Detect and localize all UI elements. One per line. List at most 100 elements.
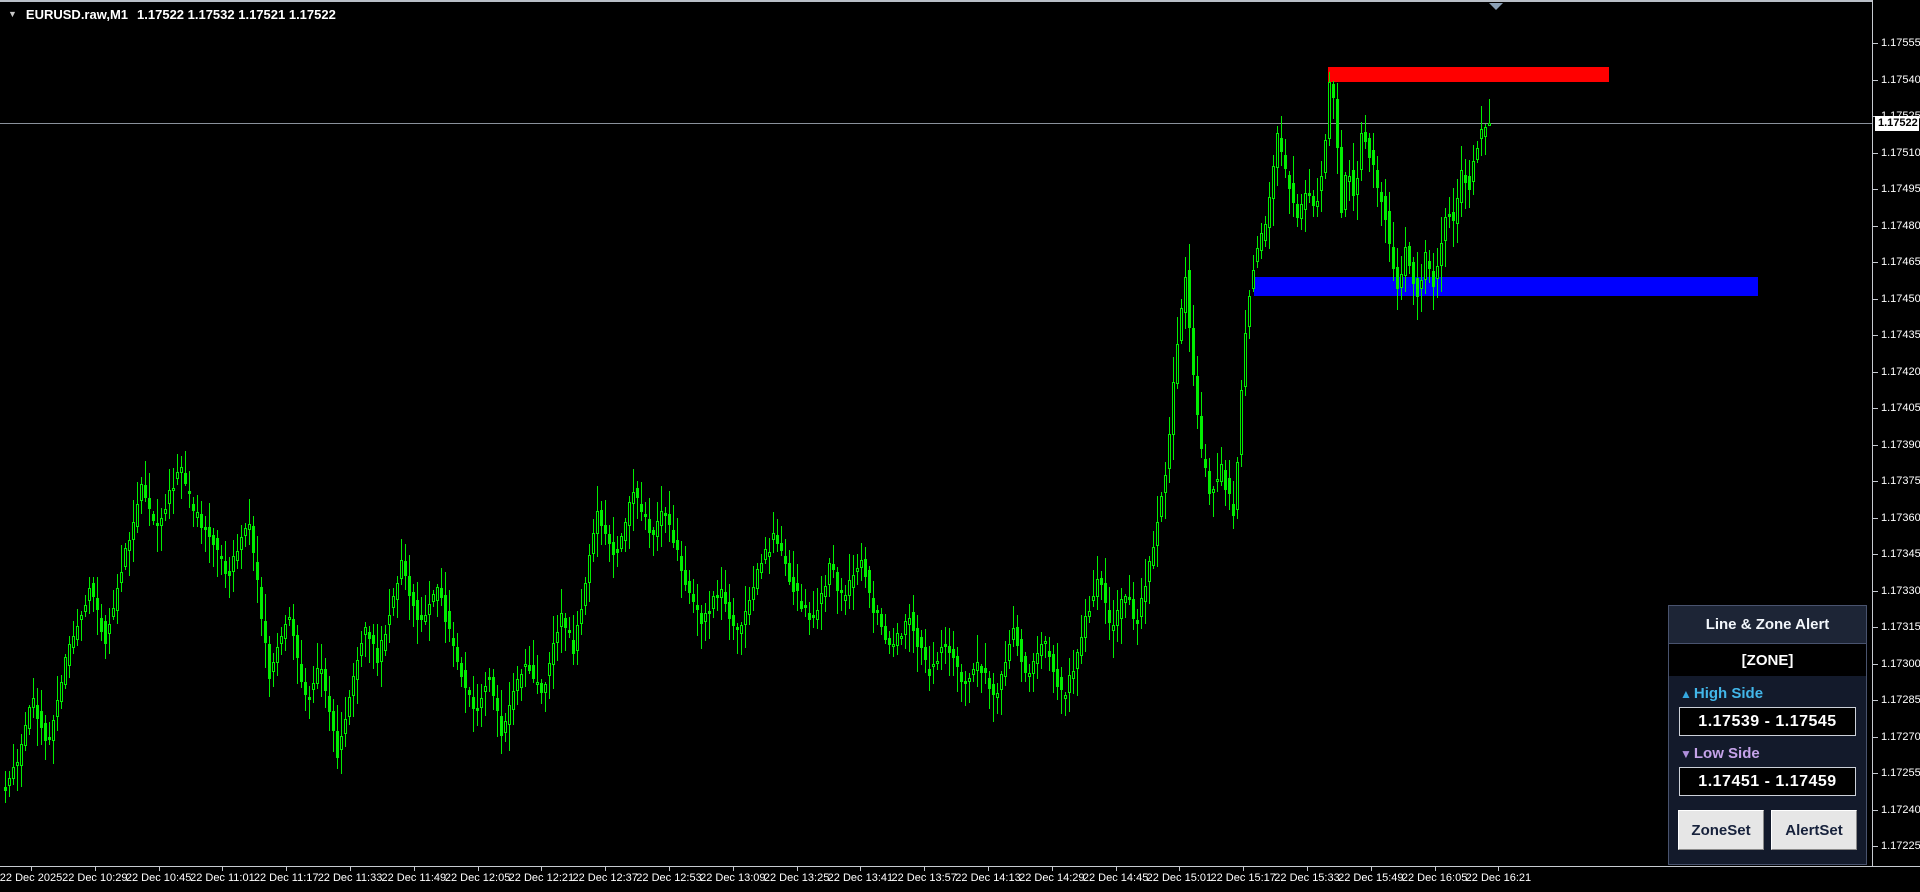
candle-wick	[1137, 608, 1138, 645]
candle-wick	[805, 589, 806, 617]
candle-body	[124, 548, 127, 568]
low-side-range-field[interactable]: 1.17451 - 1.17459	[1679, 767, 1856, 796]
candle-body	[628, 502, 631, 526]
candle-body	[1360, 133, 1363, 170]
candle-body	[392, 595, 395, 609]
symbol-dropdown-icon[interactable]: ▼	[8, 9, 17, 19]
candle-body	[1260, 233, 1263, 251]
price-axis-tick	[1873, 262, 1878, 263]
candle-body	[1444, 217, 1447, 242]
candle-wick	[1029, 663, 1030, 692]
candle-wick	[369, 626, 370, 663]
candle-body	[388, 614, 391, 625]
candle-body	[672, 530, 675, 544]
candle-body	[1412, 261, 1415, 285]
time-axis-label: 22 Dec 14:29	[1019, 872, 1085, 884]
candle-body	[1036, 653, 1039, 665]
candle-body	[940, 646, 943, 654]
candle-body	[1040, 643, 1043, 656]
candle-body	[720, 588, 723, 598]
candle-wick	[205, 515, 206, 553]
candle-body	[104, 621, 107, 645]
high-side-up-triangle-icon: ▲	[1680, 686, 1692, 701]
high-side-range-field[interactable]: 1.17539 - 1.17545	[1679, 707, 1856, 736]
candle-body	[1140, 597, 1143, 618]
candle-body	[956, 655, 959, 667]
alert-set-button[interactable]: AlertSet	[1771, 810, 1857, 850]
candle-body	[1148, 560, 1151, 582]
candle-wick	[677, 518, 678, 561]
candle-body	[1388, 210, 1391, 244]
candle-wick	[977, 635, 978, 687]
candle-wick	[833, 545, 834, 578]
candle-body	[148, 498, 151, 510]
candle-body	[992, 684, 995, 696]
candle-body	[224, 561, 227, 574]
time-axis-label: 22 Dec 14:45	[1082, 872, 1149, 884]
candle-body	[1112, 625, 1115, 632]
panel-mode-label: [ZONE]	[1669, 644, 1866, 676]
candle-body	[508, 704, 511, 725]
candle-wick	[197, 494, 198, 528]
candle-body	[800, 600, 803, 609]
candle-body	[1364, 132, 1367, 142]
candle-body	[52, 720, 55, 742]
price-axis-label: 1.17540	[1881, 73, 1920, 86]
low-zone-rect[interactable]	[1254, 276, 1758, 297]
time-axis-tick	[732, 867, 734, 871]
candle-body	[1016, 627, 1019, 646]
time-axis-label: 22 Dec 12:05	[444, 872, 511, 884]
candle-body	[488, 677, 491, 681]
candle-body	[404, 560, 407, 577]
candle-body	[12, 766, 15, 779]
candle-body	[324, 668, 327, 691]
panel-button-row: ZoneSet AlertSet	[1669, 810, 1866, 850]
candle-wick	[981, 663, 982, 693]
candle-body	[96, 597, 99, 611]
price-axis-label: 1.17465	[1881, 256, 1920, 268]
candle-body	[1428, 260, 1431, 270]
candle-body	[1332, 83, 1335, 99]
candle-body	[1232, 504, 1235, 517]
candle-body	[396, 583, 399, 600]
candle-body	[476, 707, 479, 711]
candle-wick	[969, 673, 970, 703]
candle-body	[1084, 616, 1087, 639]
candle-wick	[801, 583, 802, 612]
candle-body	[828, 562, 831, 586]
candle-body	[1348, 176, 1351, 183]
candle-body	[480, 698, 483, 708]
candle-body	[1456, 198, 1459, 224]
candle-body	[420, 614, 423, 621]
candle-body	[772, 532, 775, 541]
candle-body	[312, 683, 315, 690]
candle-body	[1012, 627, 1015, 641]
candle-wick	[1309, 168, 1310, 203]
candle-body	[1136, 620, 1139, 624]
price-axis-tick	[1873, 408, 1878, 409]
candle-body	[696, 604, 699, 610]
candle-body	[760, 562, 763, 573]
candle-body	[876, 609, 879, 613]
time-axis-tick	[988, 867, 989, 871]
candle-body	[872, 597, 875, 613]
chart-shift-marker[interactable]	[1489, 3, 1503, 10]
candle-body	[1220, 463, 1223, 482]
price-axis-label: 1.17405	[1881, 402, 1920, 414]
candle-wick	[1101, 571, 1102, 601]
candle-body	[768, 551, 771, 558]
candle-body	[752, 587, 755, 601]
candle-wick	[173, 468, 174, 515]
zone-set-button[interactable]: ZoneSet	[1678, 810, 1764, 850]
candle-body	[568, 630, 571, 634]
candle-body	[708, 611, 711, 615]
candle-body	[1132, 599, 1135, 620]
high-zone-rect[interactable]	[1328, 67, 1609, 82]
price-axis-tick	[1873, 481, 1878, 482]
chart-canvas[interactable]	[0, 0, 1872, 866]
candle-body	[64, 657, 67, 685]
candle-body	[172, 488, 175, 492]
candle-body	[588, 554, 591, 584]
candle-wick	[1333, 80, 1334, 120]
candle-body	[976, 661, 979, 672]
